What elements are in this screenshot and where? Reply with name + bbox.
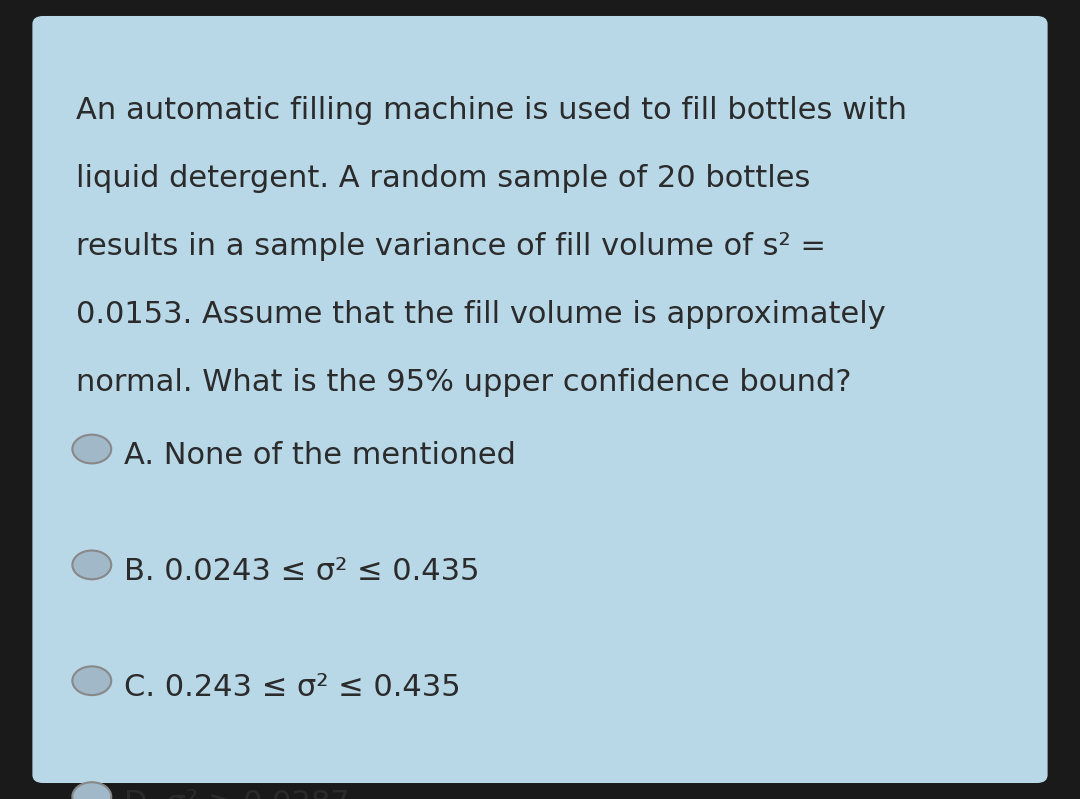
Circle shape — [72, 666, 111, 695]
Circle shape — [72, 435, 111, 463]
Text: An automatic filling machine is used to fill bottles with: An automatic filling machine is used to … — [76, 96, 906, 125]
Text: C. 0.243 ≤ σ² ≤ 0.435: C. 0.243 ≤ σ² ≤ 0.435 — [124, 673, 461, 702]
Circle shape — [72, 782, 111, 799]
Text: D. σ² ≥ 0.0287: D. σ² ≥ 0.0287 — [124, 789, 350, 799]
Text: results in a sample variance of fill volume of s² =: results in a sample variance of fill vol… — [76, 232, 825, 260]
Text: liquid detergent. A random sample of 20 bottles: liquid detergent. A random sample of 20 … — [76, 164, 810, 193]
Circle shape — [72, 551, 111, 579]
Text: normal. What is the 95% upper confidence bound?: normal. What is the 95% upper confidence… — [76, 368, 851, 396]
Text: 0.0153. Assume that the fill volume is approximately: 0.0153. Assume that the fill volume is a… — [76, 300, 886, 328]
Text: A. None of the mentioned: A. None of the mentioned — [124, 441, 516, 470]
FancyBboxPatch shape — [32, 16, 1048, 783]
Text: B. 0.0243 ≤ σ² ≤ 0.435: B. 0.0243 ≤ σ² ≤ 0.435 — [124, 557, 480, 586]
